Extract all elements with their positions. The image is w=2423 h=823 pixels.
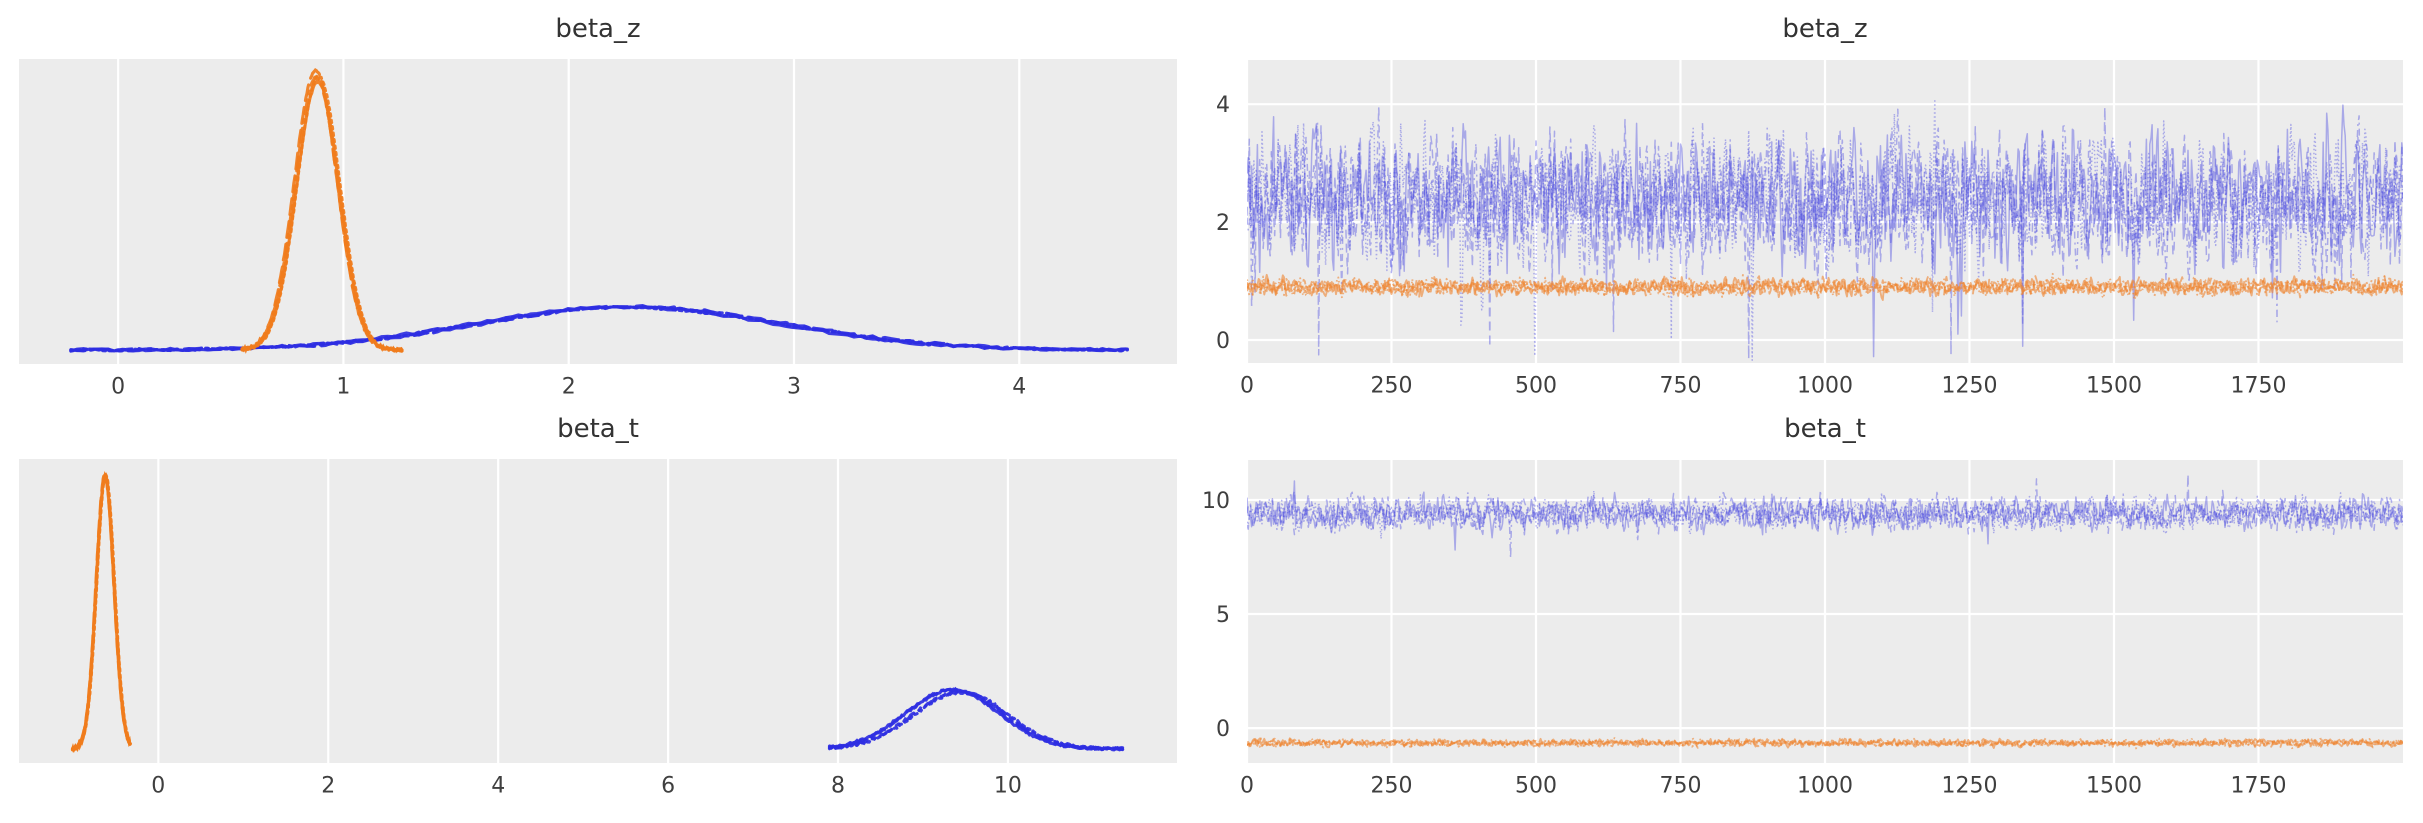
x-tick-label: 0 [111, 375, 125, 400]
x-tick-label: 1000 [1797, 774, 1853, 799]
trace-line-orange-chain1 [1247, 273, 2403, 299]
panel-data-area [1247, 98, 2403, 362]
y-tick-label: 0 [1216, 717, 1230, 742]
y-tick-label: 4 [1216, 93, 1230, 118]
trace-line-blue-chain0 [1247, 480, 2403, 551]
x-tick-label: 0 [1240, 374, 1254, 399]
x-tick-label: 1500 [2086, 374, 2142, 399]
panel-data-area [69, 67, 1129, 354]
x-tick-label: 2 [321, 774, 335, 799]
trace-line-orange-chain3 [1247, 272, 2403, 301]
trace-line-blue-chain3 [1247, 490, 2403, 540]
x-tick-label: 250 [1371, 774, 1413, 799]
panel-bg [19, 59, 1177, 364]
panel-bg [19, 459, 1177, 763]
panel-data-area [70, 470, 1125, 753]
trace-line-blue-chain3 [1247, 98, 2403, 362]
x-tick-label: 6 [661, 774, 675, 799]
trace-line-blue-chain2 [1247, 105, 2403, 326]
x-tick-label: 750 [1660, 774, 1702, 799]
x-tick-label: 4 [1012, 375, 1026, 400]
panel-beta_z_density: 0 1 2 3 4 [19, 59, 1177, 400]
panel-beta_t_trace: 0 250 500 750 1000 1250 1500 1750 0 5 10 [1202, 460, 2403, 799]
x-tick-label: 1250 [1942, 374, 1998, 399]
trace-line-blue-chain1 [1247, 106, 2403, 360]
x-tick-label: 2 [562, 375, 576, 400]
x-tick-label: 1 [336, 375, 350, 400]
x-tick-label: 3 [787, 375, 801, 400]
trace-line-orange-chain2 [1247, 274, 2403, 299]
trace-line-blue-chain2 [1247, 478, 2403, 559]
x-tick-label: 8 [831, 774, 845, 799]
x-tick-label: 250 [1371, 374, 1413, 399]
x-tick-label: 500 [1515, 774, 1557, 799]
y-tick-label: 2 [1216, 211, 1230, 236]
y-tick-label: 0 [1216, 329, 1230, 354]
kde-curve-blue-chain3 [827, 690, 1125, 752]
panel-beta_t_density: 0 2 4 6 8 10 [19, 459, 1177, 799]
x-tick-label: 750 [1660, 374, 1702, 399]
y-tick-label: 5 [1216, 603, 1230, 628]
x-tick-label: 10 [994, 774, 1022, 799]
kde-curve-orange-chain3 [240, 73, 404, 354]
trace-line-orange-chain3 [1247, 736, 2403, 750]
panel-beta_z_trace: 0 250 500 750 1000 1250 1500 1750 0 2 4 [1216, 60, 2403, 399]
x-tick-label: 1750 [2231, 374, 2287, 399]
x-tick-label: 1000 [1797, 374, 1853, 399]
x-tick-label: 0 [151, 774, 165, 799]
x-tick-label: 0 [1240, 774, 1254, 799]
x-tick-label: 1250 [1942, 774, 1998, 799]
y-tick-label: 10 [1202, 489, 1230, 514]
x-tick-label: 4 [491, 774, 505, 799]
kde-curve-orange-chain3 [70, 470, 132, 753]
x-tick-label: 1500 [2086, 774, 2142, 799]
trace-line-blue-chain0 [1247, 104, 2403, 358]
x-tick-label: 1750 [2231, 774, 2287, 799]
panel-data-area [1247, 473, 2403, 750]
x-tick-label: 500 [1515, 374, 1557, 399]
